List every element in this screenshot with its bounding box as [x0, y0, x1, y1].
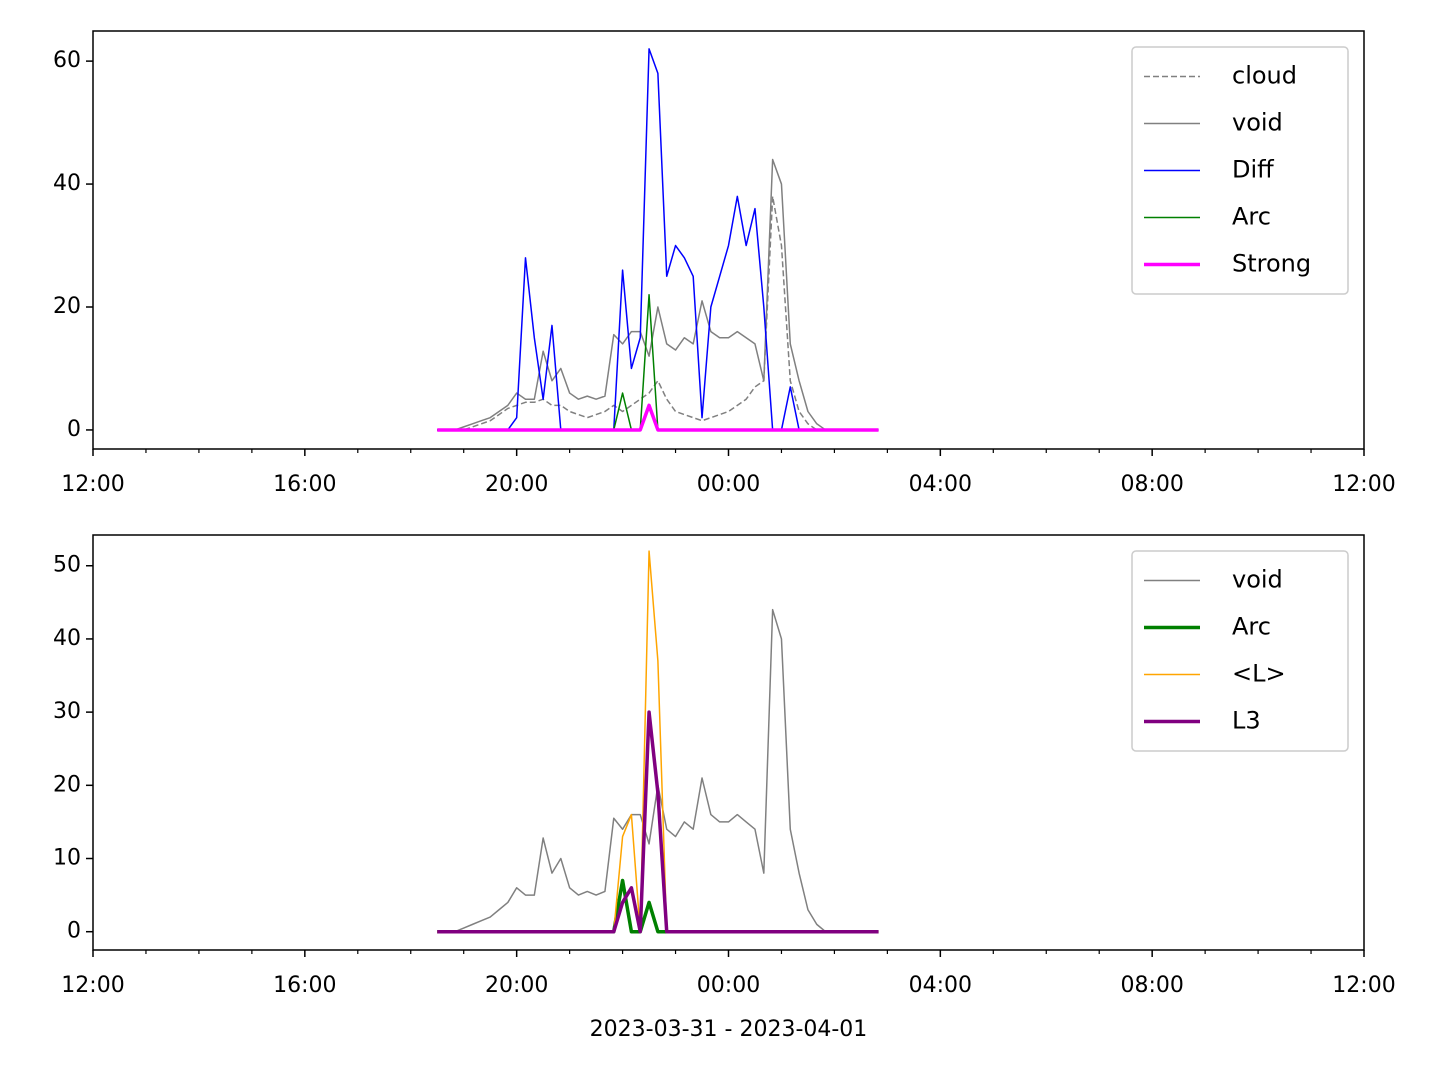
x-tick-label: 00:00 [697, 973, 760, 998]
legend: void Arc <L> L3 [1131, 550, 1349, 752]
x-tick-label: 12:00 [61, 973, 124, 998]
y-tick-label: 40 [53, 171, 81, 196]
y-tick-label: 50 [53, 553, 81, 578]
legend-label: void [1232, 109, 1283, 137]
legend-label: Arc [1232, 203, 1271, 231]
y-tick-label: 10 [53, 846, 81, 871]
legend-label: cloud [1232, 62, 1297, 90]
x-tick-label: 16:00 [273, 973, 336, 998]
legend-label: void [1232, 566, 1283, 594]
x-tick-label: 16:00 [273, 472, 336, 497]
x-tick-label: 20:00 [485, 472, 548, 497]
legend-label: Arc [1232, 613, 1271, 641]
x-tick-label: 08:00 [1120, 973, 1183, 998]
x-tick-label: 12:00 [1332, 973, 1395, 998]
legend-label: L3 [1232, 707, 1261, 735]
series-line [437, 158, 879, 431]
legend: cloud void Diff Arc Strong [1131, 46, 1349, 295]
x-tick-label: 12:00 [1332, 472, 1395, 497]
y-tick-label: 0 [67, 919, 81, 944]
legend-label: <L> [1232, 660, 1286, 688]
y-tick-label: 20 [53, 772, 81, 797]
axes: 0 20 40 60 12:00 16:00 20:00 00:00 04:00 08:00 12:… [53, 48, 1396, 497]
x-tick-label: 04:00 [909, 973, 972, 998]
y-tick-label: 20 [53, 294, 81, 319]
y-tick-label: 40 [53, 626, 81, 651]
axes-frame [92, 534, 1365, 951]
series-line [437, 403, 879, 432]
x-axis-label: 2023-03-31 - 2023-04-01 [590, 1017, 868, 1042]
legend-label: Strong [1232, 250, 1311, 278]
series-line [437, 710, 879, 934]
y-tick-label: 30 [53, 699, 81, 724]
legend-box [1131, 46, 1349, 295]
x-tick-label: 20:00 [485, 973, 548, 998]
x-tick-label: 08:00 [1120, 472, 1183, 497]
x-tick-label: 00:00 [697, 472, 760, 497]
x-tick-label: 12:00 [61, 472, 124, 497]
y-tick-label: 60 [53, 48, 81, 73]
legend-box [1131, 550, 1349, 752]
axes-frame [92, 30, 1365, 450]
x-tick-label: 04:00 [909, 472, 972, 497]
legend-label: Diff [1232, 156, 1274, 184]
y-tick-label: 0 [67, 417, 81, 442]
